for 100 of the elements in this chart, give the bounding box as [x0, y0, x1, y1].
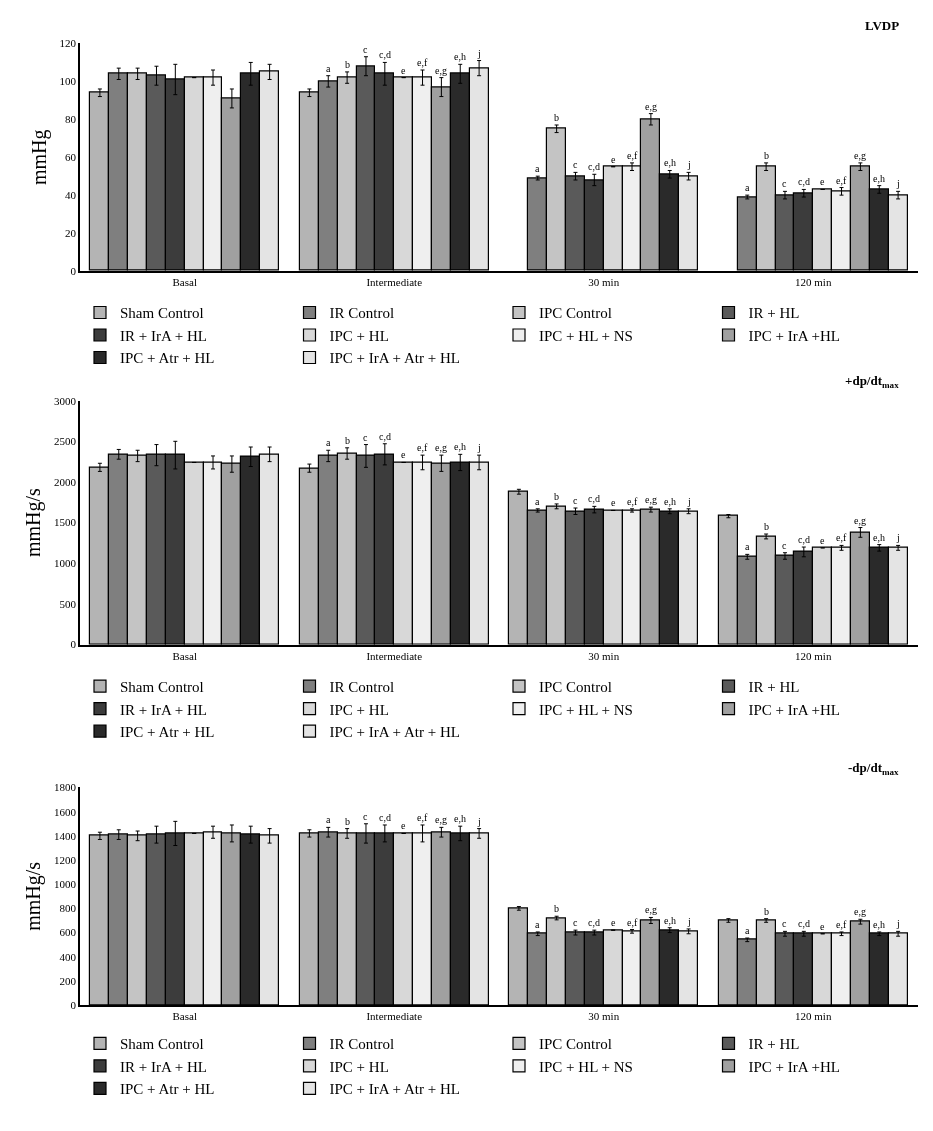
legend-label: Sham Control	[120, 305, 204, 322]
data-label: e	[401, 820, 406, 831]
legend-label: IR + HL	[748, 679, 800, 696]
data-label: e,h	[664, 496, 676, 507]
x-tick-label: 120 min	[795, 1010, 832, 1023]
x-tick-label: 30 min	[588, 275, 620, 288]
data-label: e,f	[417, 812, 428, 823]
data-label: b	[345, 816, 350, 827]
legend-label: IPC + IrA +HL	[748, 327, 841, 344]
data-label: e,h	[873, 919, 885, 930]
y-tick-label: 40	[65, 188, 77, 201]
data-label: b	[554, 491, 559, 502]
y-tick-label: 1500	[54, 516, 77, 529]
legend-label: IR + IrA + HL	[120, 701, 207, 718]
data-label: c,d	[588, 917, 600, 928]
chart-title: LVDP	[865, 18, 900, 33]
y-tick-label: 80	[65, 113, 77, 126]
data-label: c,d	[379, 812, 391, 823]
y-tick-label: 2000	[54, 475, 77, 488]
chart-title: -dp/dt$_{max}$	[848, 760, 900, 777]
data-label: a	[535, 163, 540, 174]
y-axis-title: mmHg	[27, 129, 51, 185]
legend-label: IPC + HL	[329, 327, 389, 344]
data-label: e,g	[435, 442, 447, 453]
data-label: b	[764, 150, 769, 161]
data-label: c,d	[379, 49, 391, 60]
legend-label: IPC + Atr + HL	[120, 1081, 215, 1098]
data-label: e	[401, 65, 406, 76]
legend-label: Sham Control	[120, 1036, 204, 1053]
y-axis-title: mmHg/s	[22, 487, 46, 558]
data-label: c	[363, 811, 368, 822]
y-tick-label: 20	[65, 226, 77, 239]
data-label: e,h	[664, 915, 676, 926]
data-label: b	[345, 59, 350, 70]
data-label: c	[782, 178, 787, 189]
legend-label: IPC + IrA +HL	[748, 1058, 841, 1075]
data-label: a	[326, 437, 331, 448]
data-label: e	[820, 921, 825, 932]
data-label: a	[326, 814, 331, 825]
data-label: e	[820, 535, 825, 546]
chart-title: +dp/dt$_{max}$	[845, 373, 900, 390]
x-tick-label: 120 min	[795, 649, 832, 662]
y-tick-label: 1000	[54, 878, 77, 891]
legend-label: IPC + IrA + Atr + HL	[329, 724, 460, 741]
y-tick-label: 1800	[54, 781, 77, 794]
data-label: e	[401, 449, 406, 460]
data-label: e,f	[417, 57, 428, 68]
y-tick-label: 1400	[54, 829, 77, 842]
data-label: b	[764, 906, 769, 917]
legend-label: IPC + IrA + Atr + HL	[329, 350, 460, 367]
data-label: e,f	[627, 496, 638, 507]
data-label: e,h	[454, 813, 466, 824]
legend-label: IPC + HL + NS	[539, 1058, 633, 1075]
x-tick-label: 30 min	[588, 649, 620, 662]
data-label: j	[477, 816, 481, 827]
x-tick-label: 120 min	[795, 275, 832, 288]
legend-label: IR Control	[329, 679, 395, 696]
legend-label: IPC Control	[539, 679, 612, 696]
y-tick-label: 100	[59, 75, 77, 88]
data-label: j	[687, 159, 691, 170]
data-label: e	[820, 176, 825, 187]
legend-label: IPC + HL + NS	[539, 701, 633, 718]
data-label: e,g	[435, 65, 447, 76]
data-label: e,f	[836, 532, 847, 543]
data-label: j	[687, 916, 691, 927]
data-label: a	[326, 63, 331, 74]
x-tick-label: Intermediate	[366, 649, 423, 662]
data-label: a	[745, 182, 750, 193]
data-label: c,d	[798, 534, 810, 545]
data-label: b	[345, 435, 350, 446]
data-label: b	[554, 903, 559, 914]
data-label: j	[477, 48, 481, 59]
data-label: c	[782, 918, 787, 929]
legend-label: IPC Control	[539, 1036, 612, 1053]
data-label: e,g	[854, 150, 866, 161]
x-tick-label: Basal	[172, 649, 197, 662]
data-label: e	[611, 497, 616, 508]
data-label: e,f	[836, 919, 847, 930]
legend-label: IR Control	[329, 1036, 395, 1053]
legend-label: IPC Control	[539, 305, 612, 322]
data-label: e,h	[454, 51, 466, 62]
data-label: j	[896, 532, 900, 543]
legend-label: IPC + IrA + Atr + HL	[329, 1081, 460, 1098]
y-tick-label: 0	[70, 638, 77, 651]
legend-label: IR + HL	[748, 305, 800, 322]
y-tick-label: 2500	[54, 435, 77, 448]
y-axis-title: mmHg/s	[22, 861, 46, 931]
data-label: e,h	[454, 441, 466, 452]
x-tick-label: Basal	[172, 275, 197, 288]
y-tick-label: 200	[59, 974, 77, 987]
data-label: e,h	[664, 157, 676, 168]
data-label: c,d	[588, 161, 600, 172]
data-label: e	[611, 154, 616, 165]
y-tick-label: 120	[59, 37, 77, 50]
data-label: a	[745, 925, 750, 936]
legend-label: IPC + HL + NS	[539, 327, 633, 344]
legend-label: Sham Control	[120, 679, 204, 696]
data-label: e,g	[645, 101, 657, 112]
data-label: a	[535, 496, 540, 507]
y-tick-label: 1600	[54, 805, 77, 818]
